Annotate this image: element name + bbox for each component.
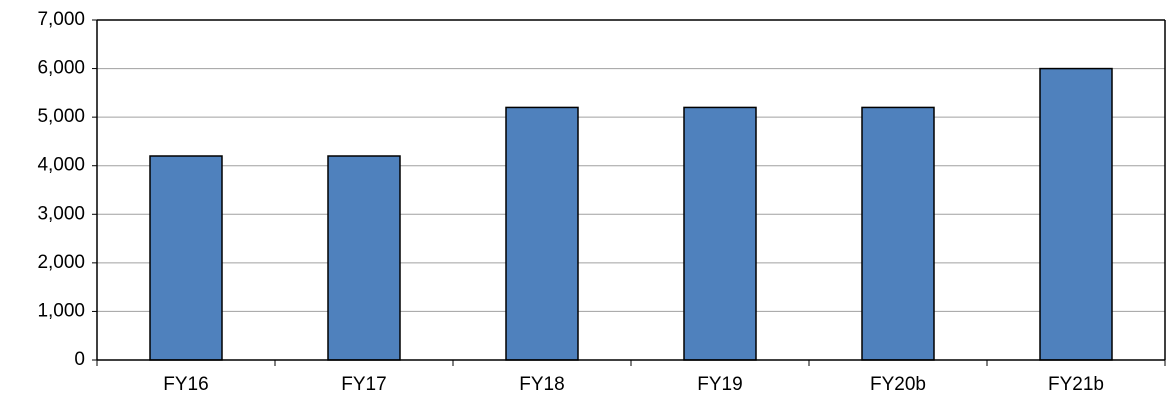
x-tick-label: FY19 <box>697 374 742 395</box>
bar <box>505 106 579 361</box>
bar <box>1039 67 1113 361</box>
bar <box>149 155 223 361</box>
x-tick-label: FY20b <box>870 374 926 395</box>
bar <box>327 155 401 361</box>
y-tick-label: 2,000 <box>37 252 85 273</box>
x-tick-label: FY18 <box>519 374 564 395</box>
x-tick-label: FY21b <box>1048 374 1104 395</box>
x-tick-label: FY16 <box>163 374 208 395</box>
x-tick-label: FY17 <box>341 374 386 395</box>
y-tick-label: 5,000 <box>37 106 85 127</box>
bar <box>683 106 757 361</box>
y-tick-label: 4,000 <box>37 155 85 176</box>
y-tick-label: 0 <box>74 349 85 370</box>
y-tick-label: 7,000 <box>37 9 85 30</box>
y-tick-label: 6,000 <box>37 58 85 79</box>
y-tick-label: 1,000 <box>37 300 85 321</box>
y-tick-label: 3,000 <box>37 203 85 224</box>
bar <box>861 106 935 361</box>
